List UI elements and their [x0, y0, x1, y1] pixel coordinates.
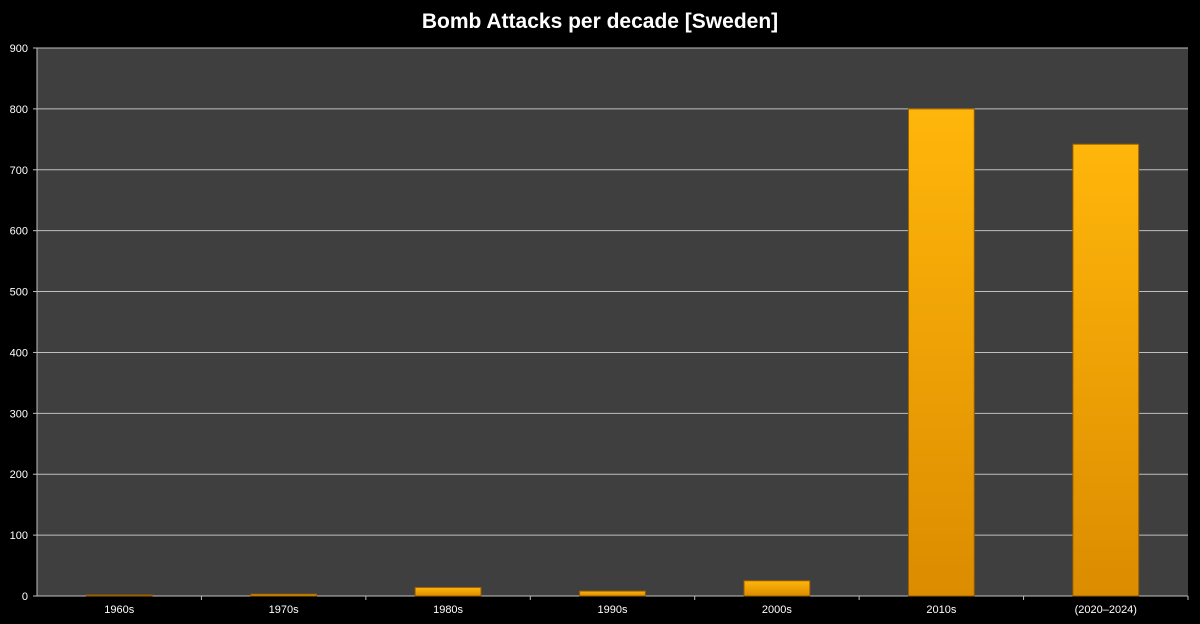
y-tick-label: 0	[22, 591, 28, 603]
bar	[579, 590, 646, 597]
y-tick-label: 700	[10, 165, 28, 177]
bar	[1072, 143, 1140, 597]
x-tick-label: 1960s	[104, 604, 134, 616]
bar	[743, 580, 811, 597]
gridlines	[37, 47, 1188, 536]
y-tick-label: 200	[10, 469, 28, 481]
x-tick-label: 1970s	[269, 604, 299, 616]
bars	[85, 108, 1140, 597]
y-tick-label: 500	[10, 287, 28, 299]
y-tick-label: 100	[10, 530, 28, 542]
y-tick-label: 400	[10, 347, 28, 359]
y-tick-label: 600	[10, 226, 28, 238]
x-tick-label: 1990s	[598, 604, 628, 616]
x-tick-label: 1980s	[433, 604, 463, 616]
tick-labels: 0 100 200 300 400 500 600 700 800 900 1960s 1970s 19…	[10, 43, 1137, 616]
x-tick-label: (2020–2024)	[1075, 604, 1137, 616]
x-tick-label: 2000s	[762, 604, 792, 616]
chart-title: Bomb Attacks per decade [Sweden]	[421, 10, 779, 33]
x-tick-label: 2010s	[926, 604, 956, 616]
y-tick-label: 300	[10, 408, 28, 420]
y-tick-label: 800	[10, 104, 28, 116]
plot-area	[37, 48, 1188, 596]
bar	[414, 586, 482, 597]
bar	[250, 593, 318, 597]
bar	[85, 594, 153, 597]
bar	[907, 108, 975, 597]
y-tick-label: 900	[10, 43, 28, 55]
